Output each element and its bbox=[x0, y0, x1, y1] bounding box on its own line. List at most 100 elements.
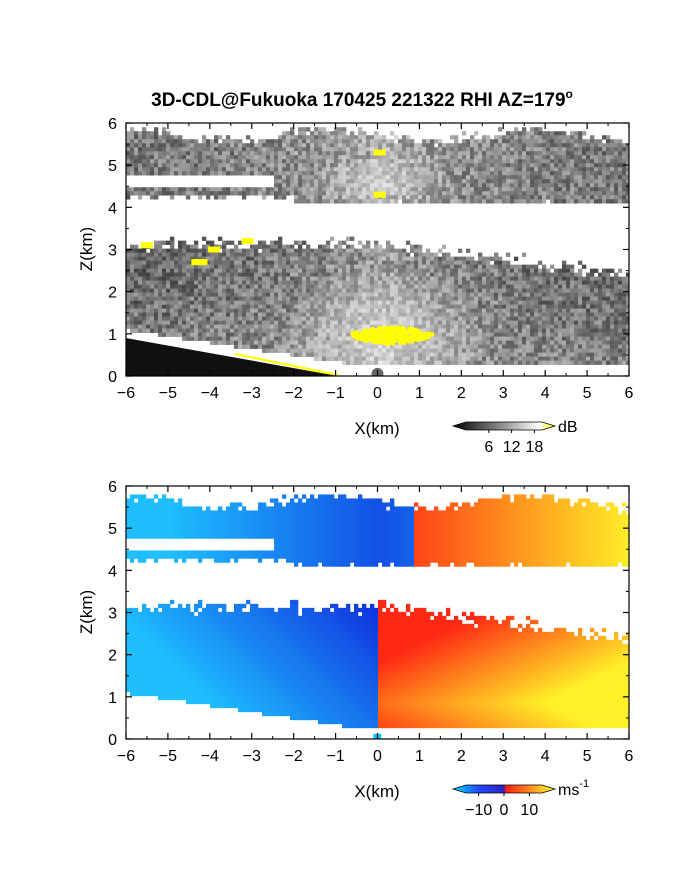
reflectivity-cell bbox=[194, 280, 199, 285]
reflectivity-cell bbox=[266, 324, 271, 329]
reflectivity-cell bbox=[318, 143, 323, 148]
reflectivity-cell bbox=[270, 300, 275, 305]
reflectivity-cell bbox=[186, 260, 191, 265]
reflectivity-cell bbox=[514, 191, 519, 196]
reflectivity-cell bbox=[502, 183, 507, 188]
reflectivity-cell bbox=[174, 163, 179, 168]
reflectivity-cell bbox=[614, 288, 619, 293]
reflectivity-cell bbox=[218, 264, 223, 269]
reflectivity-cell bbox=[274, 324, 279, 329]
reflectivity-cell bbox=[310, 252, 315, 257]
reflectivity-cell bbox=[446, 252, 451, 257]
reflectivity-cell bbox=[458, 256, 463, 261]
reflectivity-cell bbox=[146, 187, 151, 192]
reflectivity-cell bbox=[286, 171, 291, 176]
reflectivity-cell bbox=[278, 187, 283, 192]
reflectivity-cell bbox=[626, 344, 629, 349]
reflectivity-cell bbox=[162, 296, 167, 301]
reflectivity-cell bbox=[482, 159, 487, 164]
reflectivity-cell bbox=[406, 143, 411, 148]
reflectivity-cell bbox=[170, 320, 175, 325]
reflectivity-cell bbox=[206, 316, 211, 321]
reflectivity-cell bbox=[594, 324, 599, 329]
reflectivity-cell bbox=[198, 256, 203, 261]
reflectivity-cell bbox=[586, 288, 591, 293]
reflectivity-cell bbox=[430, 147, 435, 152]
reflectivity-cell bbox=[170, 328, 175, 333]
reflectivity-cell bbox=[306, 175, 311, 180]
reflectivity-cell bbox=[230, 151, 235, 156]
reflectivity-cell bbox=[226, 324, 231, 329]
reflectivity-cell bbox=[238, 344, 243, 349]
reflectivity-cell bbox=[574, 324, 579, 329]
reflectivity-cell bbox=[614, 163, 619, 168]
reflectivity-cell bbox=[590, 312, 595, 317]
reflectivity-cell bbox=[318, 272, 323, 277]
reflectivity-cell bbox=[602, 151, 607, 156]
reflectivity-cell bbox=[554, 175, 559, 180]
reflectivity-cell bbox=[530, 151, 535, 156]
reflectivity-cell bbox=[510, 155, 515, 160]
reflectivity-cell bbox=[194, 276, 199, 281]
reflectivity-cell bbox=[474, 179, 479, 184]
reflectivity-cell bbox=[462, 268, 467, 273]
reflectivity-cell bbox=[602, 187, 607, 192]
reflectivity-cell bbox=[450, 171, 455, 176]
reflectivity-cell bbox=[478, 183, 483, 188]
reflectivity-cell bbox=[590, 143, 595, 148]
reflectivity-cell bbox=[318, 199, 323, 204]
reflectivity-cell bbox=[154, 127, 159, 132]
reflectivity-cell bbox=[294, 280, 299, 285]
reflectivity-cell bbox=[322, 244, 327, 249]
reflectivity-cell bbox=[222, 304, 227, 309]
reflectivity-cell bbox=[494, 308, 499, 313]
reflectivity-cell bbox=[198, 195, 203, 200]
reflectivity-cell bbox=[154, 304, 159, 309]
reflectivity-cell bbox=[502, 151, 507, 156]
reflectivity-cell bbox=[214, 256, 219, 261]
reflectivity-cell bbox=[294, 276, 299, 281]
reflectivity-cell bbox=[150, 256, 155, 261]
reflectivity-cell bbox=[146, 268, 151, 273]
reflectivity-cell bbox=[222, 332, 227, 337]
reflectivity-cell bbox=[218, 340, 223, 345]
reflectivity-cell bbox=[266, 304, 271, 309]
reflectivity-cell bbox=[514, 292, 519, 297]
reflectivity-cell bbox=[134, 324, 139, 329]
reflectivity-cell bbox=[182, 332, 187, 337]
reflectivity-cell bbox=[266, 155, 271, 160]
reflectivity-cell bbox=[590, 167, 595, 172]
reflectivity-cell bbox=[178, 296, 183, 301]
reflectivity-cell bbox=[334, 155, 339, 160]
reflectivity-cell bbox=[222, 187, 227, 192]
reflectivity-cell bbox=[150, 139, 155, 144]
reflectivity-cell bbox=[242, 171, 247, 176]
reflectivity-cell bbox=[202, 272, 207, 277]
reflectivity-cell bbox=[282, 179, 287, 184]
reflectivity-cell bbox=[614, 139, 619, 144]
reflectivity-cell bbox=[486, 163, 491, 168]
reflectivity-cell bbox=[182, 300, 187, 305]
reflectivity-cell bbox=[286, 296, 291, 301]
reflectivity-cell bbox=[458, 191, 463, 196]
reflectivity-cell bbox=[226, 191, 231, 196]
reflectivity-cell bbox=[606, 304, 611, 309]
reflectivity-cell bbox=[162, 300, 167, 305]
reflectivity-cell bbox=[318, 252, 323, 257]
reflectivity-cell bbox=[494, 344, 499, 349]
reflectivity-cell bbox=[154, 248, 159, 253]
reflectivity-cell bbox=[502, 280, 507, 285]
reflectivity-cell bbox=[558, 272, 563, 277]
reflectivity-cell bbox=[338, 252, 343, 257]
reflectivity-cell bbox=[518, 155, 523, 160]
reflectivity-cell bbox=[262, 167, 267, 172]
reflectivity-cell bbox=[226, 312, 231, 317]
reflectivity-cell bbox=[154, 276, 159, 281]
reflectivity-cell bbox=[538, 139, 543, 144]
reflectivity-cell bbox=[206, 308, 211, 313]
reflectivity-cell bbox=[278, 175, 283, 180]
reflectivity-cell bbox=[146, 143, 151, 148]
reflectivity-cell bbox=[222, 191, 227, 196]
reflectivity-cell bbox=[182, 147, 187, 152]
reflectivity-cell bbox=[514, 127, 519, 132]
